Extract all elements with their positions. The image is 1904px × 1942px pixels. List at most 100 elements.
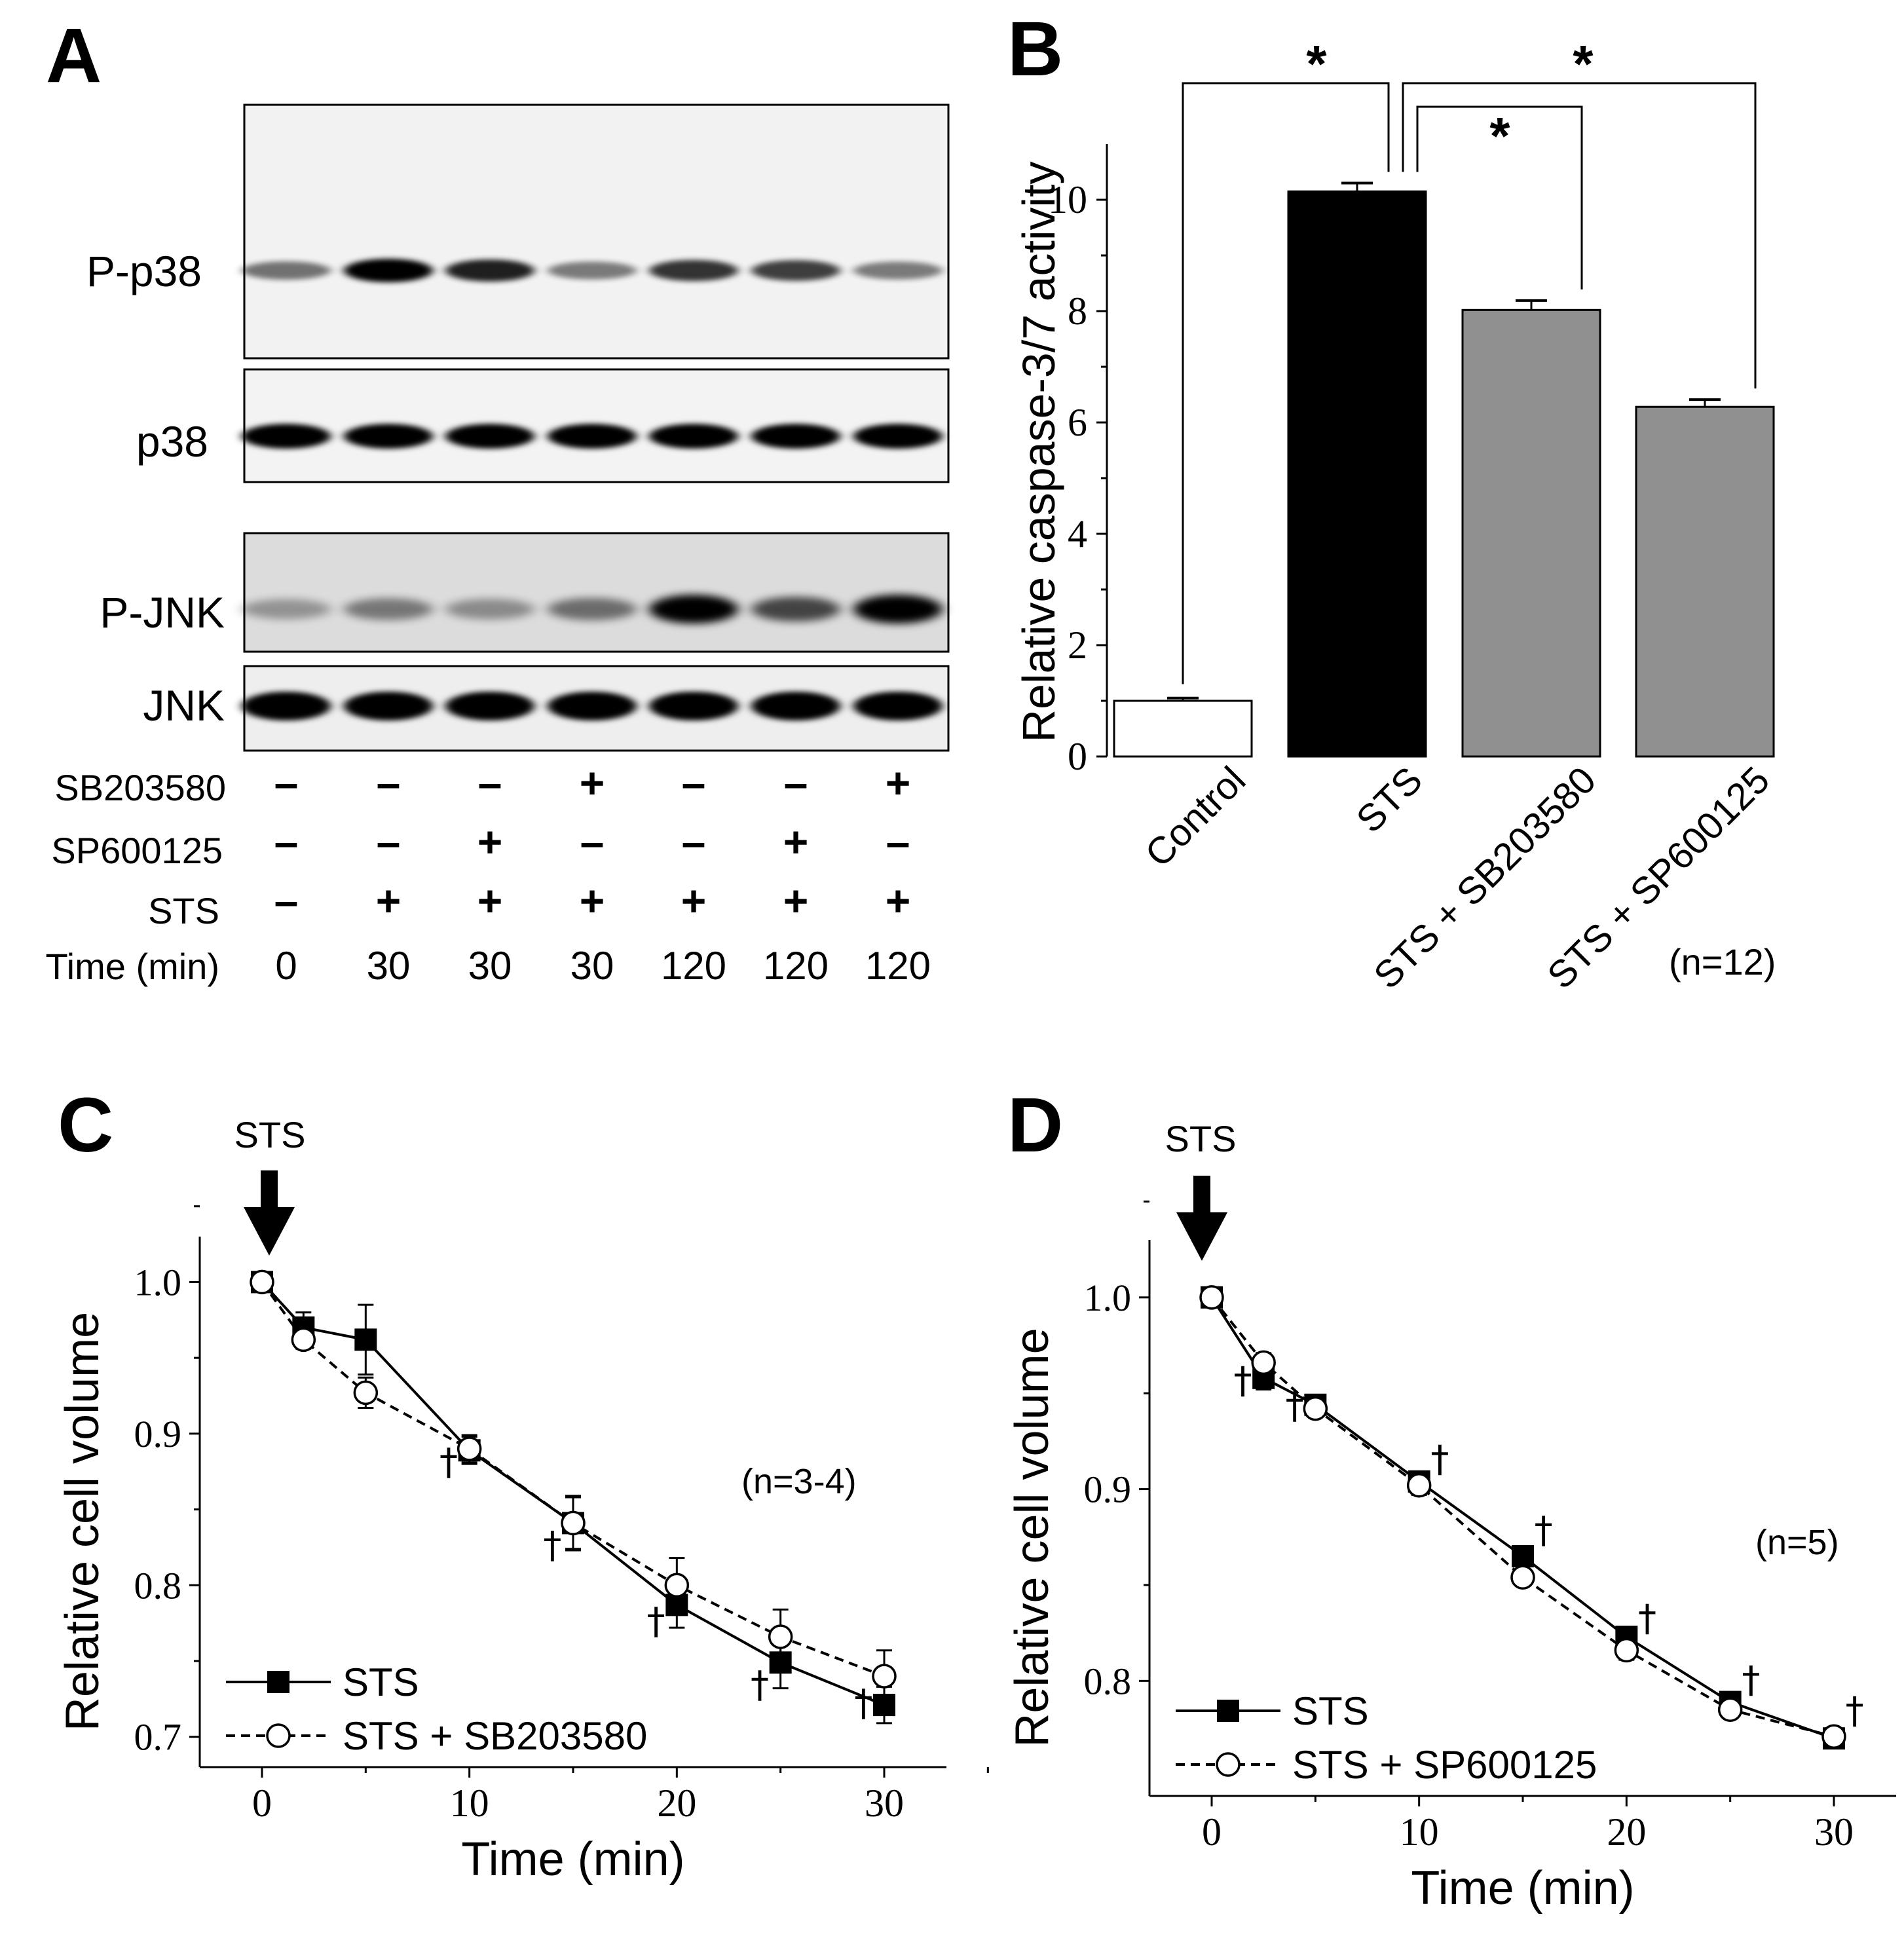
condition-4-lane-7: 120 xyxy=(865,944,931,988)
panel-b-label: B xyxy=(1007,6,1063,92)
b-bar-3 xyxy=(1461,308,1601,758)
band-jnk-lane-2 xyxy=(344,692,433,720)
d-s1-point-5 xyxy=(1512,1545,1534,1568)
condition-3-lane-1: – xyxy=(274,876,299,925)
band-p38-lane-3 xyxy=(445,424,534,449)
d-s2-point-5 xyxy=(1510,1565,1535,1590)
b-y-axis-title: Relative caspase-3/7 activity xyxy=(1013,161,1064,742)
bands-p-p38 xyxy=(242,259,943,282)
chart-c: 0 10 20 30 0.7 0.8 0.9 1.0 Time (min) Relative ce… xyxy=(56,1205,989,1886)
band-jnk-lane-1 xyxy=(242,692,331,720)
d-s2-point-8 xyxy=(1821,1724,1846,1749)
condition-1-lane-7: + xyxy=(886,758,911,807)
c-legend-marker-1 xyxy=(267,1671,289,1693)
blot-label-p38: p38 xyxy=(136,417,208,466)
condition-grid: – – – + – – + – – + – – + – – + + + + + +0 30 30 30 120 120 120 xyxy=(274,758,931,988)
d-legend-marker-2 xyxy=(1216,1752,1241,1777)
condition-3-lane-3: + xyxy=(477,876,503,925)
panel-b-n-label: (n=12) xyxy=(1669,941,1776,982)
condition-label-sts: STS xyxy=(148,890,219,931)
panel-d: D STS 0 10 20 30 0.8 0.9 1.0 Time (min) Relative… xyxy=(1006,1082,1896,1914)
d-series-line-1 xyxy=(1210,1296,1835,1740)
c-ytick-label: 0.9 xyxy=(134,1413,182,1455)
d-s2-point-2 xyxy=(1251,1350,1276,1375)
d-s2-point-3 xyxy=(1303,1396,1328,1421)
condition-4-lane-3: 30 xyxy=(468,944,512,988)
condition-label-sp600125: SP600125 xyxy=(51,830,223,871)
band-p-p38-lane-3 xyxy=(445,259,534,282)
c-xtick-label: 30 xyxy=(865,1782,904,1825)
band-p-p38-lane-1 xyxy=(242,261,331,280)
panel-c-n-label: (n=3-4) xyxy=(741,1462,857,1501)
d-legend-label-2: STS + SP600125 xyxy=(1292,1743,1597,1787)
panel-c-label: C xyxy=(58,1082,113,1168)
b-ytick-label: 6 xyxy=(1068,401,1087,444)
d-dagger-5: † xyxy=(1638,1597,1656,1640)
band-p38-lane-2 xyxy=(344,424,433,449)
band-jnk-lane-7 xyxy=(853,692,943,720)
c-s2-point-3 xyxy=(353,1380,379,1406)
c-legend-marker-2 xyxy=(266,1723,291,1748)
bands-p-jnk xyxy=(242,595,943,624)
d-s2-point-4 xyxy=(1406,1472,1432,1498)
b-ytick-label: 2 xyxy=(1068,624,1087,667)
blot-label-p-p38: P-p38 xyxy=(86,247,202,295)
condition-2-lane-1: – xyxy=(274,817,299,866)
c-s2-point-7 xyxy=(768,1624,793,1649)
band-p-jnk-lane-2 xyxy=(344,598,433,620)
panel-d-n-label: (n=5) xyxy=(1755,1523,1839,1562)
c-ytick-label: 0.7 xyxy=(134,1716,182,1759)
condition-2-lane-4: – xyxy=(580,817,605,866)
condition-3-lane-5: + xyxy=(681,876,707,925)
b-ytick-label: 0 xyxy=(1068,735,1087,778)
c-xtick-label: 10 xyxy=(450,1782,489,1825)
bands-p38 xyxy=(242,424,943,449)
band-p38-lane-6 xyxy=(751,424,840,449)
band-p38-lane-1 xyxy=(242,424,331,449)
band-jnk-lane-4 xyxy=(548,692,637,720)
blot-label-p-jnk: P-JNK xyxy=(100,588,225,637)
d-xtick-label: 0 xyxy=(1202,1810,1222,1854)
c-xtick-label: 20 xyxy=(657,1782,696,1825)
condition-1-lane-5: – xyxy=(682,758,706,807)
band-jnk-lane-6 xyxy=(751,692,840,720)
band-p-p38-lane-7 xyxy=(853,261,943,280)
band-p-p38-lane-6 xyxy=(751,260,840,281)
band-p-p38-lane-4 xyxy=(548,261,637,280)
b-sig-bracket-1 xyxy=(1182,82,1390,684)
d-s2-point-7 xyxy=(1717,1697,1743,1723)
band-jnk-lane-3 xyxy=(445,692,534,720)
panel-d-arrow-label: STS xyxy=(1165,1118,1237,1159)
c-s2-point-2 xyxy=(291,1327,316,1353)
condition-1-lane-3: – xyxy=(478,758,502,807)
band-p38-lane-4 xyxy=(548,424,637,449)
c-dagger-3: † xyxy=(647,1600,665,1643)
c-dagger-2: † xyxy=(543,1525,561,1567)
d-ytick-label: 0.8 xyxy=(1084,1660,1132,1702)
condition-3-lane-7: + xyxy=(886,876,911,925)
condition-1-lane-6: – xyxy=(784,758,808,807)
d-x-axis-title: Time (min) xyxy=(1411,1862,1634,1914)
condition-3-lane-6: + xyxy=(783,876,809,925)
band-p-p38-lane-2 xyxy=(344,259,433,282)
b-category-label-1: Control xyxy=(1137,758,1254,875)
d-dagger-4: † xyxy=(1535,1510,1553,1552)
condition-2-lane-2: – xyxy=(377,817,401,866)
d-dagger-2: † xyxy=(1286,1385,1304,1427)
d-xtick-label: 10 xyxy=(1400,1810,1439,1854)
c-s2-point-4 xyxy=(457,1436,482,1461)
blot-box-p-jnk xyxy=(243,532,950,653)
b-bar-2 xyxy=(1287,190,1427,758)
d-ytick-label: 0.9 xyxy=(1084,1468,1132,1511)
condition-2-lane-3: + xyxy=(477,817,503,866)
d-dagger-7: † xyxy=(1846,1690,1864,1732)
d-xtick-label: 20 xyxy=(1607,1810,1646,1854)
band-p-jnk-lane-3 xyxy=(445,599,534,620)
d-y-axis-title: Relative cell volume xyxy=(1006,1328,1058,1747)
c-s1-point-3 xyxy=(354,1328,377,1351)
d-dagger-1: † xyxy=(1234,1360,1252,1402)
b-bar-1 xyxy=(1113,700,1253,758)
